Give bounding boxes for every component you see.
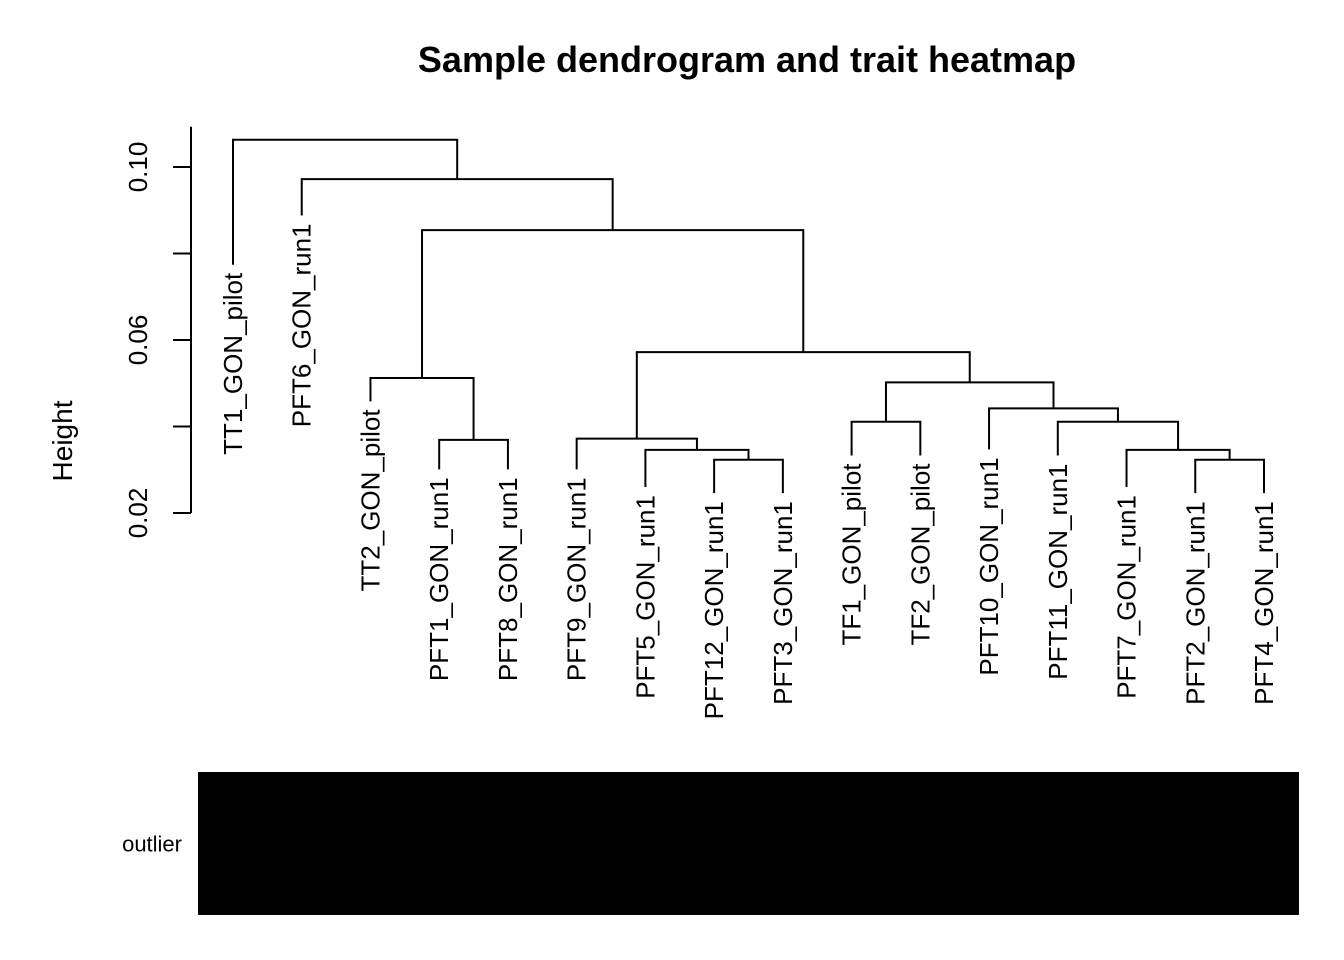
leaf-label: PFT2_GON_run1 xyxy=(1180,501,1210,705)
chart-title: Sample dendrogram and trait heatmap xyxy=(418,39,1076,80)
leaf-label: PFT1_GON_run1 xyxy=(424,477,454,681)
leaf-label: PFT7_GON_run1 xyxy=(1112,495,1142,699)
leaf-label: TF1_GON_pilot xyxy=(837,463,867,646)
leaf-label: TT2_GON_pilot xyxy=(355,409,385,592)
dendrogram-branch xyxy=(884,381,1055,422)
dendrogram-branch xyxy=(421,229,805,379)
dendrogram-branch xyxy=(988,407,1119,450)
leaf-label: PFT9_GON_run1 xyxy=(562,477,592,681)
leaf-label: TT1_GON_pilot xyxy=(218,272,248,455)
leaf-label: TF2_GON_pilot xyxy=(905,463,935,646)
dendrogram-branch xyxy=(1194,458,1265,494)
leaf-label: PFT6_GON_run1 xyxy=(287,223,317,427)
y-axis-label: Height xyxy=(47,400,78,481)
dendrogram-branch xyxy=(232,138,459,265)
y-tick-label: 0.10 xyxy=(123,142,153,193)
leaf-label: PFT10_GON_run1 xyxy=(974,457,1004,675)
dendrogram-branch xyxy=(300,178,614,231)
trait-row-outlier xyxy=(198,772,1299,915)
trait-heatmap: outlier xyxy=(122,772,1299,915)
y-tick-label: 0.02 xyxy=(123,488,153,539)
leaf-label: PFT11_GON_run1 xyxy=(1043,463,1073,679)
leaf-label: PFT5_GON_run1 xyxy=(630,495,660,699)
dendrogram-branches xyxy=(232,138,1265,494)
leaf-label: PFT3_GON_run1 xyxy=(768,501,798,705)
y-tick-label: 0.06 xyxy=(123,315,153,366)
y-axis: 0.02 0.06 0.10 xyxy=(123,126,192,539)
dendrogram-branch xyxy=(575,437,698,470)
dendrogram-branch xyxy=(713,458,784,494)
leaf-label: PFT12_GON_run1 xyxy=(699,501,729,719)
dendrogram-branch xyxy=(369,377,475,440)
leaf-label: PFT8_GON_run1 xyxy=(493,477,523,681)
leaf-labels: TT1_GON_pilot PFT6_GON_run1 TT2_GON_pilot P… xyxy=(218,223,1279,719)
dendrogram-branch xyxy=(644,448,750,488)
dendrogram-branch xyxy=(850,420,922,456)
dendrogram-branch xyxy=(438,438,509,470)
dendrogram-branch xyxy=(1125,448,1231,488)
leaf-label: PFT4_GON_run1 xyxy=(1249,501,1279,705)
trait-label: outlier xyxy=(122,832,182,857)
